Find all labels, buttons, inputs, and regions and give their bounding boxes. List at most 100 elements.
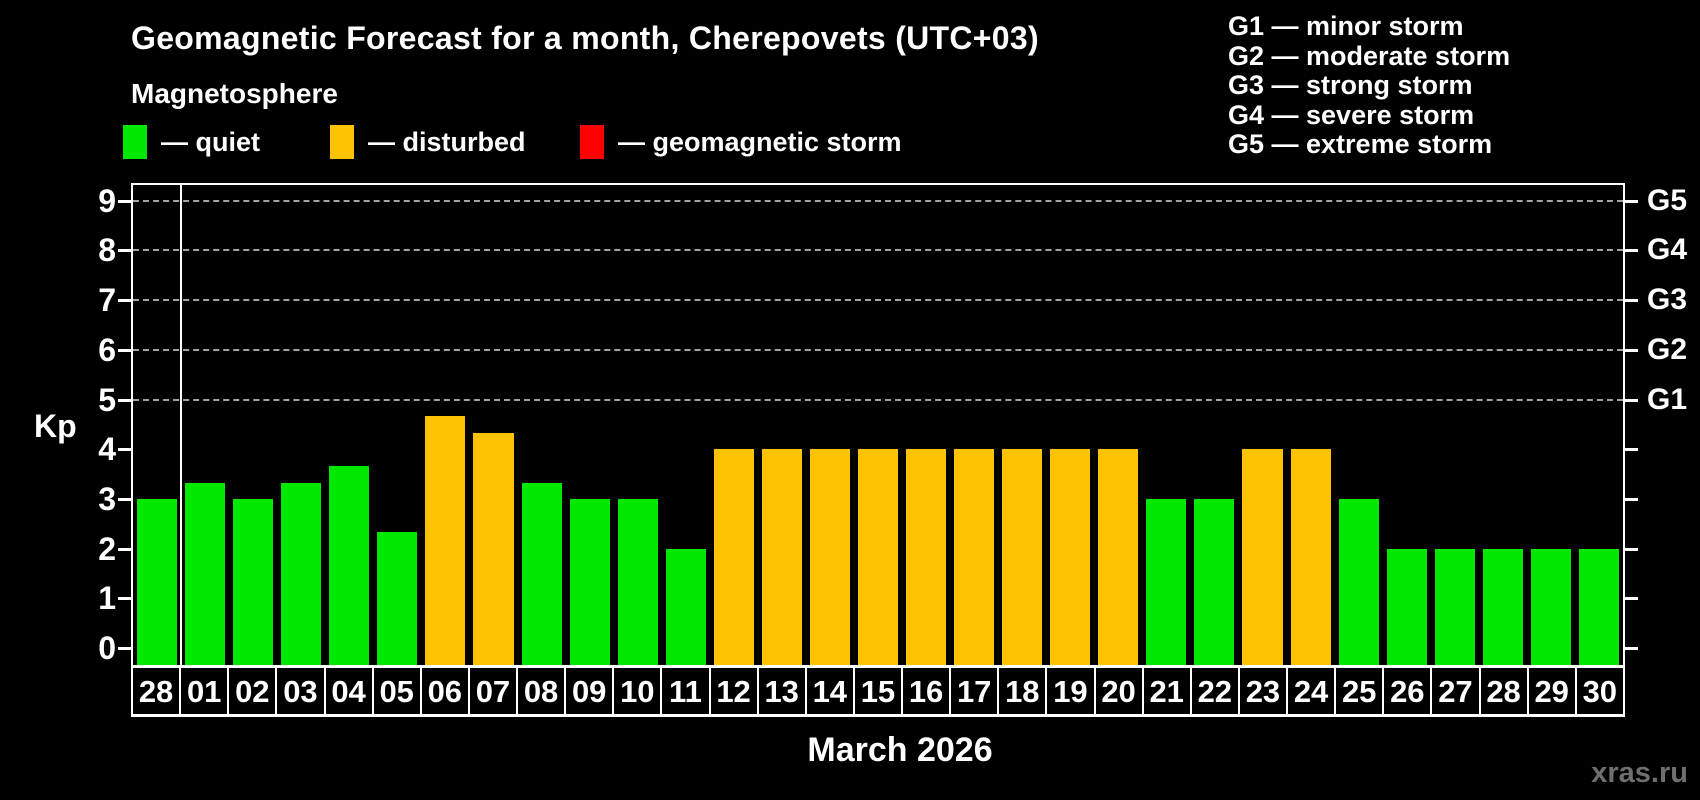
y-tick-right <box>1625 398 1638 402</box>
legend-label-storm: — geomagnetic storm <box>618 126 902 157</box>
kp-bar <box>857 449 899 665</box>
kp-bar <box>281 482 322 665</box>
kp-bar <box>1434 548 1475 665</box>
y-tick-label: 0 <box>98 630 116 666</box>
y-tick-left <box>118 299 131 303</box>
date-cell: 23 <box>1237 668 1286 714</box>
date-cell: 01 <box>179 668 227 714</box>
g-legend-line: G4 — severe storm <box>1228 99 1475 130</box>
month-divider-line <box>180 185 183 665</box>
date-cell: 24 <box>1286 668 1334 714</box>
y-tick-right <box>1625 497 1638 501</box>
y-tick-label: 4 <box>98 431 116 468</box>
y-tick-left <box>118 348 131 352</box>
chart-subtitle: Magnetosphere <box>131 78 338 109</box>
legend-label-disturbed: — disturbed <box>368 126 526 157</box>
y-tick-label: 1 <box>98 580 116 617</box>
quiet-color-swatch-icon <box>123 125 147 159</box>
date-cell: 08 <box>516 668 564 714</box>
kp-bar <box>425 415 466 665</box>
gridline-kp5 <box>133 398 1623 401</box>
kp-bar <box>1194 498 1235 665</box>
legend-item-quiet: — quiet <box>123 123 260 161</box>
g-legend-line: G5 — extreme storm <box>1228 129 1493 159</box>
date-cell: 28 <box>131 668 179 714</box>
date-cell: 13 <box>756 668 805 714</box>
y-tick-label: 9 <box>98 182 116 219</box>
y-tick-left <box>118 398 131 402</box>
date-cell: 06 <box>419 668 468 714</box>
g-axis-label: G3 <box>1647 283 1688 317</box>
date-cell: 11 <box>660 668 708 714</box>
date-cell: 12 <box>708 668 757 714</box>
y-tick-label: 2 <box>98 530 116 567</box>
date-cell: 07 <box>467 668 516 714</box>
kp-bar <box>1242 449 1283 665</box>
y-tick-left <box>118 647 131 650</box>
legend-item-disturbed: — disturbed <box>330 123 526 161</box>
x-axis-date-band: 28 01 02 03 04 05 06 07 08 09 10 11 12 13 14 15 16 17 18 19… <box>131 668 1625 717</box>
gridline-kp9 <box>133 199 1623 202</box>
date-cell: 15 <box>852 668 901 714</box>
g-legend-line: G3 — strong storm <box>1228 70 1473 100</box>
date-cell: 14 <box>804 668 853 714</box>
kp-bar <box>617 498 658 665</box>
kp-bar <box>185 482 226 665</box>
g-legend-line: G1 — minor storm <box>1228 11 1464 41</box>
date-cell: 10 <box>612 668 660 714</box>
y-tick-left <box>118 199 131 203</box>
y-tick-left <box>118 547 131 551</box>
y-tick-left <box>118 497 131 501</box>
kp-bar <box>713 449 754 665</box>
date-cell: 18 <box>997 668 1045 714</box>
date-cell: 16 <box>901 668 949 714</box>
date-cell: 22 <box>1189 668 1238 714</box>
kp-bar <box>1290 449 1331 665</box>
g-scale-legend: G1 — minor storm G2 — moderate storm G3 — … <box>1228 11 1511 160</box>
kp-bar <box>761 449 802 665</box>
kp-bar <box>1050 449 1091 665</box>
kp-bar <box>569 498 610 665</box>
g-legend-line: G2 — moderate storm <box>1228 40 1511 71</box>
date-cell: 29 <box>1526 668 1575 714</box>
kp-bar <box>521 482 562 665</box>
kp-bar <box>137 498 178 665</box>
g-axis-label: G5 <box>1647 183 1688 217</box>
kp-bar <box>1338 498 1379 665</box>
y-tick-left <box>118 249 131 253</box>
date-cell: 21 <box>1141 668 1190 714</box>
kp-bar <box>1578 548 1619 665</box>
kp-bar <box>377 532 418 665</box>
y-tick-label: 5 <box>98 381 116 418</box>
kp-bar <box>1002 449 1043 665</box>
date-cell: 05 <box>371 668 420 714</box>
kp-bar <box>473 432 514 665</box>
y-tick-right <box>1625 249 1638 253</box>
kp-bar <box>1386 548 1427 665</box>
disturbed-color-swatch-icon <box>330 125 354 159</box>
y-tick-right <box>1625 299 1638 303</box>
date-cell: 25 <box>1334 668 1382 714</box>
date-cell: 20 <box>1093 668 1142 714</box>
kp-bar <box>809 449 850 665</box>
gridline-kp6 <box>133 348 1623 351</box>
kp-bar <box>665 548 706 665</box>
gridline-kp7 <box>133 299 1623 302</box>
date-cell: 27 <box>1430 668 1478 714</box>
g-axis-label: G4 <box>1647 233 1688 267</box>
date-cell: 17 <box>949 668 997 714</box>
date-cell: 19 <box>1045 668 1093 714</box>
date-cell: 04 <box>323 668 372 714</box>
kp-bar <box>954 449 995 665</box>
legend-label-quiet: — quiet <box>161 126 260 157</box>
watermark: xras.ru <box>1591 757 1688 789</box>
kp-bar <box>233 498 274 665</box>
y-tick-left <box>118 597 131 601</box>
date-cell: 26 <box>1382 668 1430 714</box>
date-cell: 02 <box>227 668 275 714</box>
y-tick-right <box>1625 448 1638 452</box>
y-axis-title: Kp <box>34 408 77 444</box>
date-cell: 28 <box>1478 668 1527 714</box>
y-tick-label: 6 <box>98 331 116 368</box>
